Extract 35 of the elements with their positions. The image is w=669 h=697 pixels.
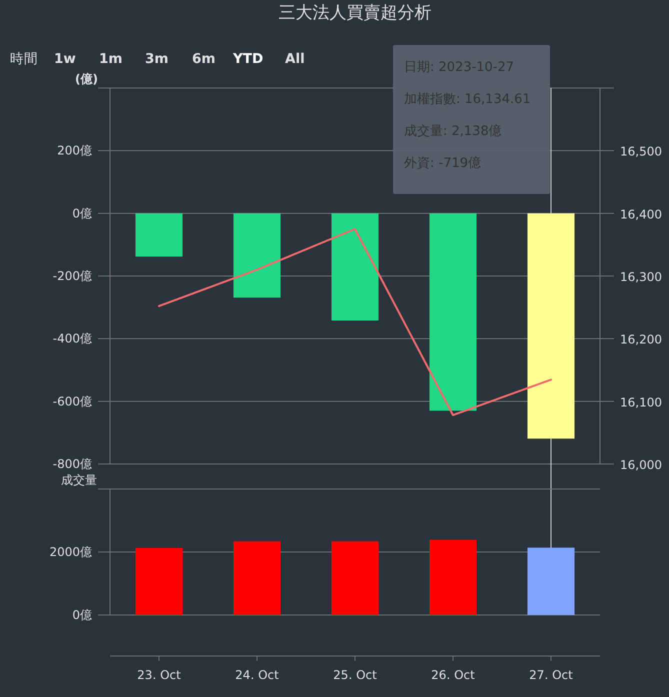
x-tick-label: 26. Oct (431, 668, 476, 682)
bar (135, 548, 183, 615)
chart-title: 三大法人買賣超分析 (278, 3, 432, 23)
y-tick-label: -600億 (52, 394, 92, 408)
bar (233, 541, 281, 615)
text: 1m (99, 51, 122, 67)
y-tick-label: -200億 (52, 269, 92, 283)
x-tick-label: 23. Oct (137, 668, 182, 682)
bar (527, 548, 575, 615)
text: All (285, 51, 305, 67)
line-series (158, 228, 552, 416)
y2-tick-label: 16,300 (620, 270, 662, 284)
y-tick-label: 2000億 (49, 545, 92, 559)
x-tick-label: 25. Oct (333, 668, 378, 682)
text: 3m (145, 51, 168, 67)
y-axis-title: 成交量 (61, 473, 97, 487)
y2-tick-label: 16,200 (620, 332, 662, 347)
bar (429, 540, 477, 615)
bar (331, 541, 379, 615)
y-tick-label: 200億 (57, 144, 92, 158)
y-tick-label: 0億 (72, 206, 92, 220)
text: 1w (54, 51, 76, 67)
text: 6m (192, 51, 216, 67)
y2-tick-label: 16,000 (620, 458, 662, 472)
y2-tick-label: 16,500 (620, 144, 662, 159)
y-tick-label: -400億 (52, 332, 92, 346)
y-tick-label: 0億 (72, 608, 92, 622)
y2-tick-label: 16,100 (620, 395, 662, 410)
y2-tick-label: 16,400 (620, 207, 662, 222)
text: YTD (232, 51, 264, 67)
x-tick-label: 24. Oct (235, 668, 280, 682)
text: 時間 (10, 51, 38, 67)
y-axis-title: (億) (75, 72, 98, 86)
x-tick-label: 27. Oct (529, 668, 574, 682)
y-tick-label: -800億 (52, 457, 92, 471)
